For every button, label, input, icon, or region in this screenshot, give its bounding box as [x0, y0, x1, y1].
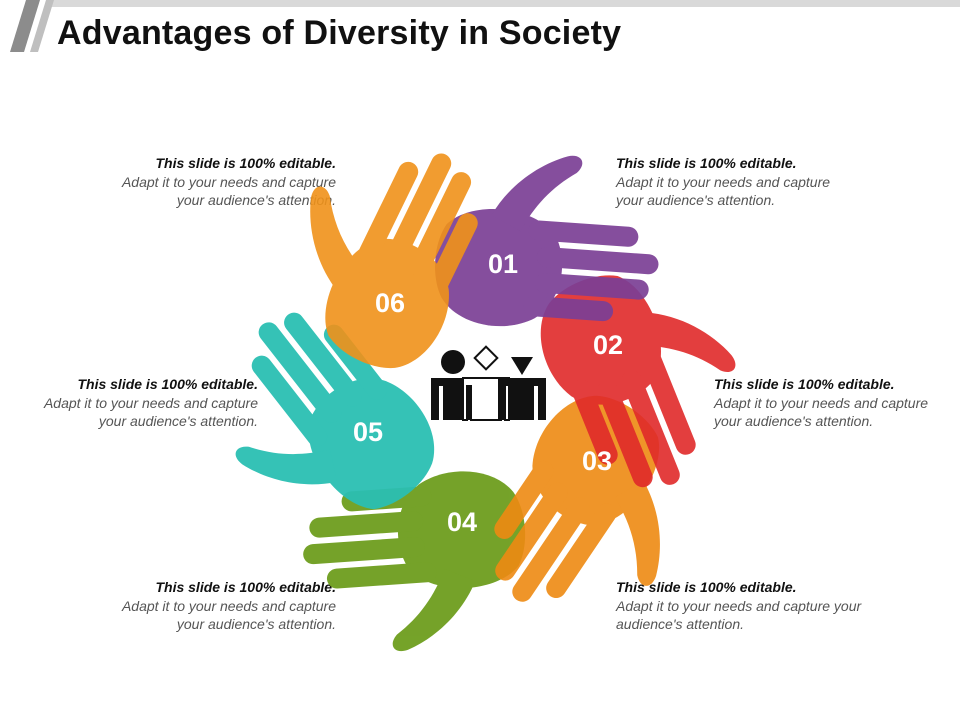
- callout-06-body: Adapt it to your needs and capture your …: [121, 173, 336, 209]
- callout-05-heading: This slide is 100% editable.: [77, 376, 258, 392]
- top-decoration: [10, 0, 960, 52]
- callout-04: This slide is 100% editable. Adapt it to…: [36, 578, 336, 634]
- step-number-05: 05: [353, 417, 383, 447]
- step-number-06: 06: [375, 288, 405, 318]
- callout-03: This slide is 100% editable. Adapt it to…: [616, 578, 916, 634]
- callout-02-heading: This slide is 100% editable.: [714, 376, 895, 392]
- step-number-03: 03: [582, 446, 612, 476]
- step-number-01: 01: [488, 249, 518, 279]
- step-number-04: 04: [447, 507, 477, 537]
- callout-04-body: Adapt it to your needs and capture your …: [121, 597, 336, 633]
- callout-05: This slide is 100% editable. Adapt it to…: [0, 375, 258, 431]
- diverse-group-people-icon: [431, 345, 546, 421]
- hand-04: [298, 467, 533, 658]
- callout-04-heading: This slide is 100% editable.: [155, 579, 336, 595]
- callout-03-heading: This slide is 100% editable.: [616, 579, 797, 595]
- callout-01-body: Adapt it to your needs and capture your …: [616, 173, 831, 209]
- callout-06: This slide is 100% editable. Adapt it to…: [36, 154, 336, 210]
- callout-01-heading: This slide is 100% editable.: [616, 155, 797, 171]
- page-title: Advantages of Diversity in Society: [57, 14, 622, 52]
- step-number-02: 02: [593, 330, 623, 360]
- callout-02: This slide is 100% editable. Adapt it to…: [714, 375, 960, 431]
- callout-03-body: Adapt it to your needs and capture your …: [616, 597, 862, 633]
- callout-02-body: Adapt it to your needs and capture your …: [714, 394, 929, 430]
- callout-01: This slide is 100% editable. Adapt it to…: [616, 154, 916, 210]
- callout-06-heading: This slide is 100% editable.: [155, 155, 336, 171]
- callout-05-body: Adapt it to your needs and capture your …: [43, 394, 258, 430]
